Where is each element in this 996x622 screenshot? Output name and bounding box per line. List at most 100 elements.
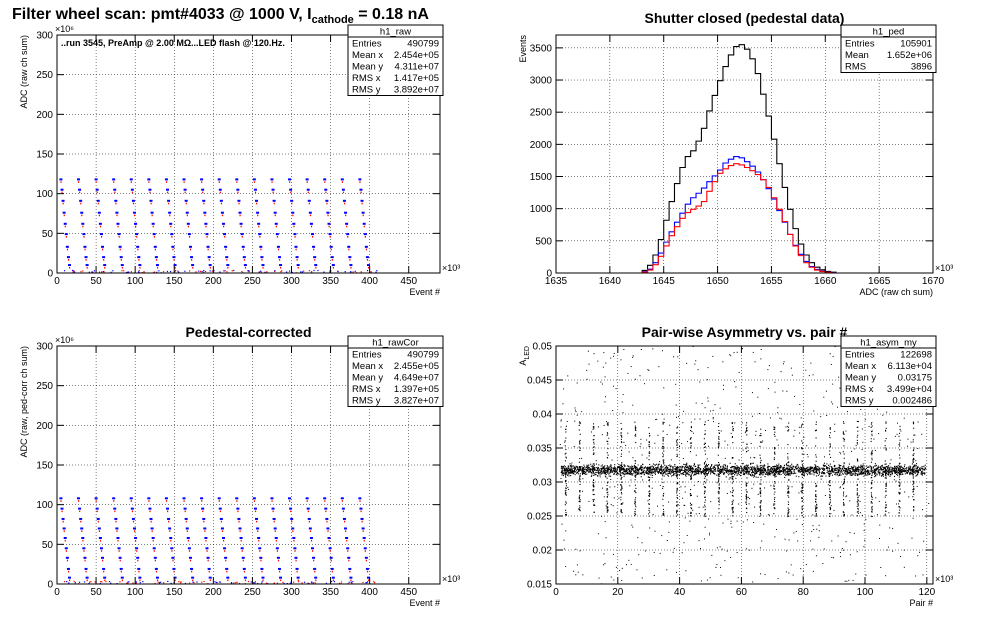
data-point — [911, 463, 913, 465]
data-point — [901, 470, 903, 472]
data-point — [676, 456, 678, 458]
data-point — [662, 505, 664, 507]
data-point — [257, 222, 261, 225]
data-point — [813, 467, 815, 469]
data-point — [622, 468, 624, 470]
data-point — [565, 493, 567, 496]
data-point — [829, 509, 831, 511]
data-point — [829, 494, 831, 496]
data-point — [844, 472, 846, 474]
data-point — [607, 433, 609, 435]
data-point — [906, 467, 908, 469]
data-point — [725, 472, 728, 474]
data-point — [797, 468, 799, 470]
data-point — [290, 199, 294, 202]
data-point — [621, 485, 623, 487]
data-point — [62, 520, 64, 523]
y-tick-label: 250 — [36, 70, 53, 81]
data-point — [577, 473, 579, 475]
data-point — [684, 471, 686, 473]
data-point — [153, 236, 155, 238]
data-point — [736, 470, 738, 472]
data-point — [578, 468, 580, 470]
data-point — [676, 449, 678, 451]
data-point — [584, 468, 586, 470]
data-point — [773, 485, 775, 488]
data-point — [726, 469, 729, 471]
data-point — [613, 467, 615, 469]
data-point — [564, 504, 566, 506]
data-point — [662, 452, 664, 454]
data-point — [912, 458, 914, 461]
data-point — [769, 474, 771, 476]
data-point — [593, 441, 595, 443]
data-point — [634, 467, 636, 469]
data-point — [746, 443, 748, 446]
data-point — [130, 507, 134, 510]
data-point — [843, 457, 845, 459]
data-point — [660, 465, 663, 467]
data-point — [864, 469, 866, 472]
data-point — [604, 475, 606, 477]
data-point — [913, 499, 915, 501]
data-point — [592, 471, 595, 473]
data-point — [789, 466, 791, 468]
data-point — [252, 178, 256, 181]
data-point — [746, 473, 748, 475]
data-point — [732, 476, 734, 478]
data-point — [97, 202, 99, 205]
data-point — [258, 271, 260, 273]
data-point — [606, 506, 608, 508]
data-point — [773, 474, 775, 476]
data-point — [154, 248, 156, 251]
data-point — [888, 468, 890, 470]
data-point — [243, 264, 247, 267]
data-point — [136, 550, 138, 552]
data-point — [600, 470, 602, 472]
y-tick-label: 1000 — [530, 204, 553, 215]
data-point — [288, 497, 292, 500]
data-point — [676, 444, 678, 446]
data-point — [693, 468, 695, 470]
data-point — [833, 471, 835, 473]
data-point — [690, 475, 693, 477]
data-point — [115, 527, 119, 530]
data-point — [648, 451, 650, 453]
data-point — [816, 472, 819, 474]
data-point — [239, 214, 241, 217]
data-point — [787, 465, 789, 467]
data-point — [295, 567, 299, 570]
data-point — [118, 550, 120, 552]
data-point — [785, 467, 787, 470]
data-point — [63, 536, 67, 539]
data-point — [374, 582, 376, 584]
data-point — [871, 508, 873, 510]
data-point — [745, 484, 747, 486]
data-point — [776, 468, 778, 470]
data-point — [360, 517, 364, 520]
data-point — [697, 465, 699, 467]
data-point — [912, 489, 914, 491]
data-point — [158, 270, 160, 272]
data-point — [742, 441, 744, 443]
data-point — [780, 465, 782, 467]
data-point — [605, 469, 607, 471]
data-point — [699, 470, 701, 473]
data-point — [884, 467, 887, 469]
data-point — [606, 503, 608, 505]
data-point — [598, 470, 600, 472]
data-point — [788, 473, 790, 475]
data-point — [761, 469, 764, 471]
data-point — [870, 426, 872, 428]
data-point — [681, 469, 683, 471]
data-point — [295, 559, 297, 562]
data-point — [115, 202, 117, 205]
data-point — [641, 473, 643, 475]
data-point — [759, 487, 761, 489]
data-point — [829, 501, 831, 503]
data-point — [63, 214, 65, 217]
data-point — [858, 467, 860, 469]
data-point — [754, 361, 756, 363]
data-point — [750, 462, 752, 464]
data-point — [924, 464, 926, 466]
